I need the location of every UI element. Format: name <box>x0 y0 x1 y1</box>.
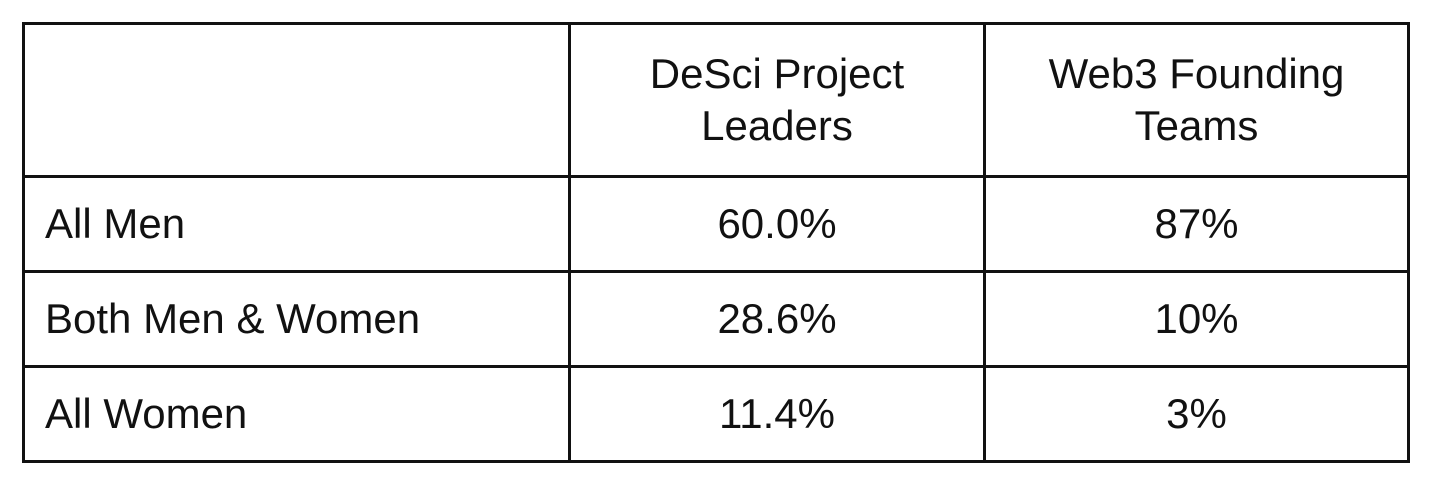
cell-value: 87% <box>983 175 1410 273</box>
table-body: All Men 60.0% 87% Both Men & Women 28.6% 10% A… <box>22 175 1410 463</box>
cell-value: 11.4% <box>568 365 986 463</box>
cell-value: 60.0% <box>568 175 986 273</box>
row-label: Both Men & Women <box>22 270 571 368</box>
cell-value: 28.6% <box>568 270 986 368</box>
column-header: DeSci Project Leaders <box>568 22 986 178</box>
cell-value: 10% <box>983 270 1410 368</box>
column-header-text: Web3 Founding Teams <box>1048 50 1345 149</box>
table-row: All Men 60.0% 87% <box>22 175 1410 273</box>
column-header-text: DeSci Project Leaders <box>649 50 905 149</box>
header-row: DeSci Project Leaders Web3 Founding Teams <box>22 22 1410 178</box>
row-label: All Men <box>22 175 571 273</box>
cell-value: 3% <box>983 365 1410 463</box>
corner-cell <box>22 22 571 178</box>
column-header: Web3 Founding Teams <box>983 22 1410 178</box>
row-label: All Women <box>22 365 571 463</box>
comparison-table: DeSci Project Leaders Web3 Founding Teams… <box>22 22 1410 463</box>
table-row: Both Men & Women 28.6% 10% <box>22 270 1410 368</box>
table-row: All Women 11.4% 3% <box>22 365 1410 463</box>
